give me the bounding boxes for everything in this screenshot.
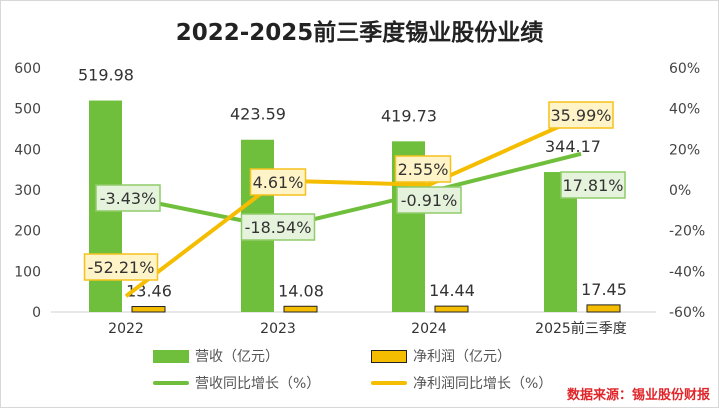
chart-title: 2022-2025前三季度锡业股份业绩 [175, 20, 544, 46]
left-tick-label: 400 [14, 142, 41, 158]
data-source: 数据来源：锡业股份财报 [566, 388, 710, 403]
label-revenue-growth: -18.54% [245, 218, 312, 237]
legend-label-revenue-growth: 营收同比增长（%） [195, 376, 321, 392]
bar-label-revenue: 519.98 [78, 66, 134, 85]
right-tick-label: 0% [669, 183, 691, 199]
legend-swatch-revenue [153, 349, 189, 363]
label-box-profit-growth [249, 168, 307, 196]
legend-swatch-profit [371, 349, 407, 363]
line-revenue-growth [125, 151, 582, 230]
label-profit-growth: 2.55% [398, 160, 449, 179]
bar-profit [586, 304, 621, 313]
bar-label-profit: 14.44 [429, 281, 475, 300]
bar-profit [131, 306, 166, 313]
label-revenue-growth: -0.91% [401, 191, 458, 210]
bar-label-profit: 14.08 [278, 281, 324, 300]
label-profit-growth: 4.61% [253, 173, 304, 192]
bar-label-revenue: 419.73 [381, 106, 437, 125]
legend-label-profit-growth: 净利润同比增长（%） [413, 376, 553, 392]
label-profit-growth: 35.99% [550, 106, 611, 125]
legend-line-revenue-growth [153, 381, 189, 385]
left-tick-label: 500 [14, 102, 41, 118]
left-tick-label: 100 [14, 264, 41, 280]
line-profit-growth [124, 114, 582, 298]
label-box-profit-growth [548, 101, 614, 129]
right-tick-label: 60% [669, 61, 700, 77]
right-tick-label: 40% [669, 102, 700, 118]
label-box-profit-growth [83, 253, 159, 281]
bar-label-revenue: 344.17 [545, 137, 601, 156]
label-box-profit-growth [394, 155, 452, 183]
legend-profit-growth: 净利润同比增长（%） [371, 373, 552, 393]
legend-label-revenue: 营收（亿元） [195, 349, 279, 365]
x-tick-label: 2023 [260, 321, 296, 337]
label-box-revenue-growth [560, 171, 626, 199]
right-tick-label: -60% [669, 305, 705, 321]
bar-profit [434, 305, 469, 313]
label-profit-growth: -52.21% [88, 258, 155, 277]
left-tick-label: 0 [32, 305, 41, 321]
right-tick-label: -40% [669, 264, 705, 280]
legend-label-profit: 净利润（亿元） [413, 349, 511, 365]
legend-revenue: 营收（亿元） [153, 346, 279, 366]
bar-profit [283, 305, 318, 313]
label-revenue-growth: -3.43% [100, 189, 157, 208]
label-revenue-growth: 17.81% [562, 176, 623, 195]
label-box-revenue-growth [240, 213, 316, 241]
right-tick-label: 20% [669, 142, 700, 158]
x-tick-label: 2024 [411, 321, 447, 337]
label-box-revenue-growth [95, 184, 161, 212]
label-box-revenue-growth [396, 186, 462, 214]
x-tick-label: 2025前三季度 [535, 320, 627, 337]
right-tick-label: -20% [669, 224, 705, 240]
legend-revenue-growth: 营收同比增长（%） [153, 373, 320, 393]
bar-label-profit: 17.45 [581, 280, 627, 299]
legend-line-profit-growth [371, 381, 407, 385]
left-tick-label: 600 [14, 61, 41, 77]
legend-profit: 净利润（亿元） [371, 346, 511, 366]
left-tick-label: 300 [14, 183, 41, 199]
bar-label-revenue: 423.59 [230, 105, 286, 124]
x-tick-label: 2022 [108, 321, 144, 337]
left-tick-label: 200 [14, 224, 41, 240]
